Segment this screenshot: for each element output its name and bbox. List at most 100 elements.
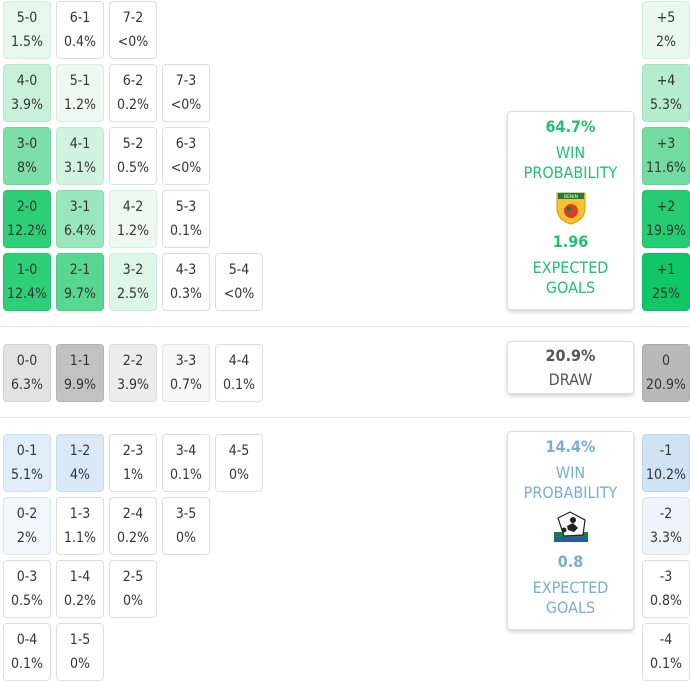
score-label: 0-4 (16, 632, 38, 648)
home-score-cell: 5-3 0.1% (162, 190, 210, 248)
away-expected-goals-value: 0.8 (557, 552, 584, 571)
away-score-cell: 1-3 1.1% (56, 497, 104, 555)
home-score-cell: 5-4 <0% (215, 253, 263, 311)
goal-margin-cell: +2 19.9% (642, 190, 690, 248)
score-label: 4-2 (122, 199, 144, 215)
score-label: -3 (659, 569, 673, 585)
probability-value: 5.3% (650, 97, 682, 113)
goal-margin-cell: -2 3.3% (642, 497, 690, 555)
probability-value: 0.1% (170, 467, 202, 483)
home-score-cell: 2-1 9.7% (56, 253, 104, 311)
score-label: 1-4 (69, 569, 91, 585)
goal-margin-cell: -3 0.8% (642, 560, 690, 618)
probability-value: 12.2% (6, 223, 47, 239)
draw-score-cell: 3-3 0.7% (162, 344, 210, 402)
away-score-cell: 2-5 0% (109, 560, 157, 618)
away-score-cell: 0-4 0.1% (3, 623, 51, 681)
score-label: 1-0 (16, 262, 38, 278)
draw-score-cell: 4-4 0.1% (215, 344, 263, 402)
score-label: +3 (656, 136, 676, 152)
score-label: 6-2 (122, 73, 144, 89)
home-score-cell: 3-1 6.4% (56, 190, 104, 248)
score-label: 0-1 (16, 443, 38, 459)
score-label: 0-2 (16, 506, 38, 522)
score-label: 5-0 (16, 10, 38, 26)
draw-summary-card: 20.9% DRAW (507, 341, 634, 394)
away-expected-label: EXPECTED (532, 578, 609, 597)
probability-value: 0% (229, 467, 249, 483)
score-label: 2-4 (122, 506, 144, 522)
score-label: -1 (659, 443, 673, 459)
goal-margin-cell: +5 2% (642, 1, 690, 59)
away-score-cell: 2-4 0.2% (109, 497, 157, 555)
score-label: 4-0 (16, 73, 38, 89)
probability-value: 11.6% (645, 160, 686, 176)
score-label: 1-5 (69, 632, 91, 648)
probability-value: 1.1% (64, 530, 96, 546)
score-label: 3-2 (122, 262, 144, 278)
probability-value: 3.1% (64, 160, 96, 176)
home-score-cell: 4-2 1.2% (109, 190, 157, 248)
home-score-cell: 4-3 0.3% (162, 253, 210, 311)
score-label: +1 (656, 262, 676, 278)
probability-value: 3.3% (650, 530, 682, 546)
probability-value: 0.1% (170, 223, 202, 239)
away-score-cell: 4-5 0% (215, 434, 263, 492)
goal-margin-cell: -1 10.2% (642, 434, 690, 492)
probability-value: 2% (656, 34, 676, 50)
probability-value: 0.3% (170, 286, 202, 302)
away-score-cell: 0-1 5.1% (3, 434, 51, 492)
score-label: 0 (661, 353, 670, 369)
probability-value: <0% (223, 286, 255, 302)
home-probability-label: PROBABILITY (523, 163, 618, 182)
score-label: 2-3 (122, 443, 144, 459)
probability-value: 1.5% (11, 34, 43, 50)
probability-value: 19.9% (645, 223, 686, 239)
probability-value: 4% (70, 467, 90, 483)
score-label: +4 (656, 73, 676, 89)
score-label: 5-1 (69, 73, 91, 89)
away-win-label: WIN (555, 463, 586, 482)
probability-value: 5.1% (11, 467, 43, 483)
draw-score-cell: 0-0 6.3% (3, 344, 51, 402)
score-label: 3-3 (175, 353, 197, 369)
probability-value: 0.2% (117, 530, 149, 546)
goal-margin-cell: +1 25% (642, 253, 690, 311)
score-label: 1-1 (69, 353, 91, 369)
home-score-cell: 6-3 <0% (162, 127, 210, 185)
home-score-cell: 7-2 <0% (109, 1, 157, 59)
home-score-cell: 5-0 1.5% (3, 1, 51, 59)
probability-value: 0.1% (223, 377, 255, 393)
score-label: -2 (659, 506, 673, 522)
score-label: 5-3 (175, 199, 197, 215)
score-label: 7-2 (122, 10, 144, 26)
score-label: 0-3 (16, 569, 38, 585)
away-score-cell: 3-4 0.1% (162, 434, 210, 492)
home-score-cell: 7-3 <0% (162, 64, 210, 122)
score-label: 5-2 (122, 136, 144, 152)
score-label: 1-2 (69, 443, 91, 459)
away-score-cell: 0-3 0.5% (3, 560, 51, 618)
home-expected-goals-value: 1.96 (552, 232, 589, 251)
score-label: 7-3 (175, 73, 197, 89)
score-label: 3-1 (69, 199, 91, 215)
score-label: 2-1 (69, 262, 91, 278)
score-label: 4-3 (175, 262, 197, 278)
probability-value: 0% (176, 530, 196, 546)
score-label: 4-5 (228, 443, 250, 459)
score-label: 2-0 (16, 199, 38, 215)
score-label: +2 (656, 199, 676, 215)
probability-value: 3.9% (117, 377, 149, 393)
probability-value: 2.5% (117, 286, 149, 302)
away-probability-label: PROBABILITY (523, 483, 618, 502)
probability-value: 25% (652, 286, 680, 302)
probability-value: 0.8% (650, 593, 682, 609)
probability-value: 1% (123, 467, 143, 483)
probability-value: <0% (170, 160, 202, 176)
probability-value: 12.4% (6, 286, 47, 302)
home-score-cell: 3-2 2.5% (109, 253, 157, 311)
away-goals-label: GOALS (545, 598, 596, 617)
draw-score-cell: 1-1 9.9% (56, 344, 104, 402)
probability-value: 0.1% (11, 656, 43, 672)
home-score-cell: 3-0 8% (3, 127, 51, 185)
